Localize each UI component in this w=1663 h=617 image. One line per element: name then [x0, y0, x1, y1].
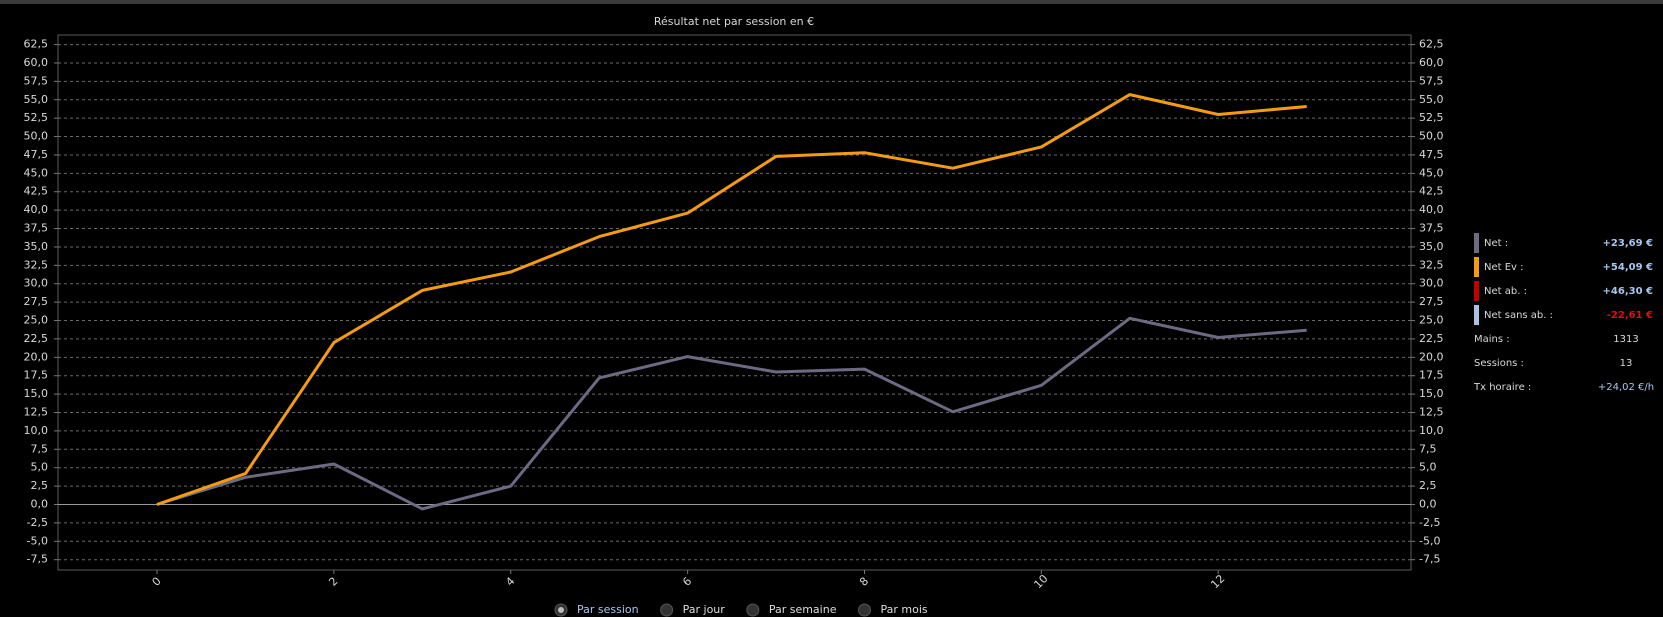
- radio-dot: [558, 607, 564, 613]
- y2-tick-label: 27,5: [1419, 295, 1444, 308]
- x-tick-label: 8: [857, 575, 871, 589]
- y-tick-label: -7,5: [27, 553, 48, 566]
- y2-tick-label: 47,5: [1419, 148, 1444, 161]
- series-line: [156, 316, 1307, 511]
- legend-value: -22,61 €: [1607, 310, 1653, 321]
- radio-label[interactable]: Par mois: [880, 603, 927, 616]
- stat-label: Mains :: [1474, 334, 1510, 345]
- legend-value: +54,09 €: [1603, 262, 1653, 273]
- legend-label: Net ab. :: [1484, 286, 1527, 297]
- y2-tick-label: 50,0: [1419, 130, 1444, 143]
- legend-swatch: [1474, 233, 1479, 253]
- y2-tick-label: -7,5: [1419, 553, 1440, 566]
- y2-tick-label: 20,0: [1419, 350, 1444, 363]
- y-tick-label: 2,5: [31, 479, 49, 492]
- radio-button[interactable]: [660, 603, 674, 617]
- x-tick-label: 6: [680, 575, 694, 589]
- chart-title: Résultat net par session en €: [654, 15, 814, 28]
- y2-tick-label: 15,0: [1419, 387, 1444, 400]
- top-bar: [0, 0, 1663, 4]
- y-tick-label: 57,5: [24, 74, 49, 87]
- y2-tick-label: 5,0: [1419, 461, 1437, 474]
- x-tick-label: 12: [1208, 572, 1227, 591]
- y-tick-label: 45,0: [24, 166, 49, 179]
- y2-tick-label: 60,0: [1419, 56, 1444, 69]
- y-tick-label: 25,0: [24, 314, 49, 327]
- legend-label: Net Ev :: [1484, 262, 1524, 273]
- legend-label: Net :: [1484, 238, 1508, 249]
- y-tick-label: 27,5: [24, 295, 49, 308]
- legend-value: +23,69 €: [1603, 238, 1653, 249]
- radio-label[interactable]: Par session: [577, 603, 639, 616]
- y-tick-label: 50,0: [24, 130, 49, 143]
- stat-value: +24,02 €/h: [1598, 382, 1654, 393]
- y2-tick-label: 62,5: [1419, 38, 1444, 51]
- radio-button[interactable]: [746, 603, 760, 617]
- y-tick-label: 35,0: [24, 240, 49, 253]
- y-tick-label: 32,5: [24, 258, 49, 271]
- series-line: [156, 93, 1307, 506]
- y2-tick-label: 42,5: [1419, 185, 1444, 198]
- y2-tick-label: 35,0: [1419, 240, 1444, 253]
- stat-value: 1313: [1613, 334, 1638, 345]
- y-tick-label: 30,0: [24, 277, 49, 290]
- y-tick-label: -2,5: [27, 516, 48, 529]
- y-tick-label: 42,5: [24, 185, 49, 198]
- legend-label: Net sans ab. :: [1484, 310, 1553, 321]
- radio-button[interactable]: [857, 603, 871, 617]
- y2-tick-label: 30,0: [1419, 277, 1444, 290]
- radio-label[interactable]: Par semaine: [769, 603, 837, 616]
- y2-tick-label: 10,0: [1419, 424, 1444, 437]
- legend-value: +46,30 €: [1603, 286, 1653, 297]
- x-tick-label: 0: [150, 575, 164, 589]
- stat-label: Tx horaire :: [1473, 382, 1531, 393]
- y2-tick-label: -5,0: [1419, 534, 1440, 547]
- legend-swatch: [1474, 257, 1479, 277]
- y-tick-label: 60,0: [24, 56, 49, 69]
- y2-tick-label: 52,5: [1419, 111, 1444, 124]
- y2-tick-label: 12,5: [1419, 406, 1444, 419]
- stat-label: Sessions :: [1474, 358, 1524, 369]
- y-tick-label: 40,0: [24, 203, 49, 216]
- y2-tick-label: 0,0: [1419, 498, 1437, 511]
- plot-frame: [57, 34, 1412, 571]
- y-tick-label: 0,0: [31, 498, 49, 511]
- legend-swatch: [1474, 305, 1479, 325]
- y-tick-label: 62,5: [24, 38, 49, 51]
- y-tick-label: 15,0: [24, 387, 49, 400]
- y2-tick-label: 22,5: [1419, 332, 1444, 345]
- y-tick-label: 20,0: [24, 350, 49, 363]
- y2-tick-label: 32,5: [1419, 258, 1444, 271]
- x-tick-label: 10: [1031, 572, 1050, 591]
- y2-tick-label: 7,5: [1419, 442, 1437, 455]
- x-tick-label: 4: [503, 575, 517, 589]
- stat-value: 13: [1620, 358, 1633, 369]
- y-tick-label: 5,0: [31, 461, 49, 474]
- x-tick-label: 2: [326, 575, 340, 589]
- y-tick-label: 12,5: [24, 406, 49, 419]
- y2-tick-label: 37,5: [1419, 222, 1444, 235]
- y2-tick-label: 17,5: [1419, 369, 1444, 382]
- y2-tick-label: 25,0: [1419, 314, 1444, 327]
- y2-tick-label: -2,5: [1419, 516, 1440, 529]
- y-tick-label: 47,5: [24, 148, 49, 161]
- y2-tick-label: 55,0: [1419, 93, 1444, 106]
- y-tick-label: 55,0: [24, 93, 49, 106]
- y2-tick-label: 57,5: [1419, 74, 1444, 87]
- y2-tick-label: 2,5: [1419, 479, 1437, 492]
- y-tick-label: 52,5: [24, 111, 49, 124]
- y2-tick-label: 40,0: [1419, 203, 1444, 216]
- y-tick-label: 37,5: [24, 222, 49, 235]
- y-tick-label: -5,0: [27, 534, 48, 547]
- y-tick-label: 10,0: [24, 424, 49, 437]
- y-tick-label: 7,5: [31, 442, 49, 455]
- y2-tick-label: 45,0: [1419, 166, 1444, 179]
- y-tick-label: 22,5: [24, 332, 49, 345]
- legend-swatch: [1474, 281, 1479, 301]
- radio-label[interactable]: Par jour: [683, 603, 726, 616]
- y-tick-label: 17,5: [24, 369, 49, 382]
